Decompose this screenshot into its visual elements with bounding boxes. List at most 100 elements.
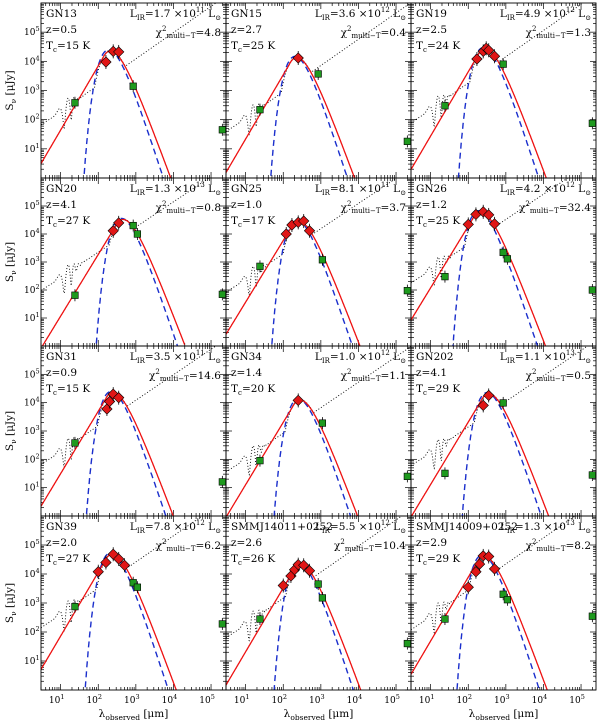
multi-t-sed-dotted [41, 516, 203, 632]
green-square-point [129, 579, 137, 587]
red-diamond-point [488, 218, 501, 230]
green-square-point [403, 287, 411, 295]
luminosity-value: =3.6 ×10 [330, 8, 381, 20]
chi-square-label: χ2multi−T=32.4 [519, 200, 591, 215]
red-diamond-point [462, 218, 474, 231]
x-tick-label: 103 [124, 693, 140, 706]
red-diamond-point [113, 553, 125, 565]
red-diamond-point [477, 206, 489, 218]
temperature-label: Tc=27 K [46, 553, 90, 567]
x-tick-label: 104 [162, 693, 178, 706]
redshift-label: z=4.1 [46, 199, 77, 211]
y-tick-label: 101 [24, 481, 40, 494]
y-tick-label: 105 [24, 25, 40, 38]
template-fit-dashed [95, 217, 179, 346]
redshift-label: z=1.4 [231, 367, 262, 379]
redshift-value: 2.7 [245, 24, 262, 36]
green-square-point [314, 580, 322, 588]
y-axis-labels: 101 102 103 104 105 Sν [μJy] 101 102 103 104 105 Sν… [4, 25, 40, 667]
red-diamond-point [107, 548, 119, 560]
red-diamond-point [488, 50, 501, 62]
luminosity-label: LIR=4.9 ×1012 L⊙ [500, 6, 591, 22]
chi-square-value: =8.2 [566, 540, 592, 552]
green-square-point [403, 639, 411, 648]
redshift-label: z=2.5 [416, 24, 447, 36]
y-tick-label: 104 [24, 567, 40, 580]
x-tick-label: 101 [49, 693, 65, 706]
source-name-label: SMMJ14009+0252 [416, 521, 518, 533]
x-axis-title: λobserved [μm] [469, 708, 539, 721]
source-name: GN39 [46, 521, 77, 533]
source-name-label: GN34 [231, 351, 262, 363]
source-name-label: GN13 [46, 8, 77, 20]
green-square-point [218, 620, 226, 628]
red-diamond-point [277, 579, 289, 592]
luminosity-value: =4.2 ×10 [515, 183, 566, 195]
luminosity-label: LIR=1.3 ×1013 L⊙ [500, 519, 591, 535]
multi-t-sed-dotted [41, 3, 217, 130]
y-tick-label: 102 [24, 452, 40, 465]
temperature-label: Tc=15 K [46, 383, 90, 397]
temperature-label: Tc=15 K [46, 40, 90, 54]
chi-square-label: χ2multi−T=6.2 [156, 538, 221, 553]
source-name: GN15 [231, 8, 262, 20]
single-t-fit-solid [411, 211, 547, 346]
temperature-label: Tc=26 K [231, 553, 275, 567]
panel-gn202: GN202 z=4.1 Tc=29 K LIR=1.1 ×1013 L⊙ χ2multi… [410, 345, 597, 517]
source-name: SMMJ14009+0252 [416, 521, 518, 533]
panel-gn39: GN39 z=2.0 Tc=27 K LIR=7.8 ×1012 L⊙ χ2multi−… [40, 515, 227, 691]
x-tick-label: 102 [86, 693, 102, 706]
chi-square-label: χ2multi−T=0.8 [156, 200, 221, 215]
temperature-value: =25 K [427, 215, 460, 227]
chi-square-label: χ2multi−T=8.2 [526, 538, 591, 553]
chi-square-label: χ2multi−T=4.8 [156, 25, 221, 40]
chi-square-label: χ2multi−T=0.5 [526, 368, 591, 383]
chi-square-label: χ2multi−T=14.6 [149, 368, 221, 383]
single-t-fit-solid [41, 218, 186, 346]
panel-gn25: GN25 z=1.0 Tc=17 K LIR=8.1 ×1011 L⊙ χ2multi−… [225, 177, 412, 347]
chi-square-value: =0.5 [566, 370, 592, 382]
red-diamond-point [280, 228, 292, 240]
redshift-value: 1.2 [430, 199, 447, 211]
luminosity-value: =1.3 ×10 [145, 183, 196, 195]
template-fit-dashed [452, 210, 539, 346]
x-tick-label: 102 [456, 693, 472, 706]
template-fit-dashed [273, 562, 355, 690]
x-tick-label: 101 [419, 693, 435, 706]
source-name-label: GN15 [231, 8, 262, 20]
x-tick-label: 104 [532, 693, 548, 706]
single-t-fit-solid [41, 553, 177, 690]
temperature-label: Tc=27 K [46, 215, 90, 229]
template-fit-dashed [457, 47, 540, 178]
source-name-label: GN20 [46, 183, 77, 195]
source-name: GN34 [231, 351, 262, 363]
red-diamond-point [101, 403, 113, 415]
source-name-label: GN202 [416, 351, 454, 363]
luminosity-label: LIR=3.5 ×1011 L⊙ [130, 349, 221, 365]
luminosity-label: LIR=1.1 ×1013 L⊙ [500, 349, 591, 365]
y-axis-title: Sν [μJy] [4, 411, 18, 451]
red-diamond-point [483, 389, 495, 402]
luminosity-value: =4.9 ×10 [515, 8, 566, 20]
panel-gn26: GN26 z=1.2 Tc=25 K LIR=4.2 ×1012 L⊙ χ2multi−… [410, 177, 597, 347]
y-tick-label: 101 [24, 142, 40, 155]
luminosity-value: =1.3 ×10 [515, 521, 566, 533]
redshift-label: z=0.9 [46, 367, 77, 379]
red-diamond-point [298, 559, 310, 571]
red-diamond-point [471, 53, 483, 65]
luminosity-label: LIR=1.3 ×1013 L⊙ [130, 181, 221, 197]
green-square-point [256, 262, 264, 270]
redshift-value: 4.1 [430, 367, 447, 379]
green-square-point [588, 119, 596, 127]
luminosity-value: =1.0 ×10 [330, 351, 381, 363]
chi-square-label: χ2multi−T=3.7 [341, 200, 406, 215]
chi-square-value: =0.4 [381, 27, 407, 39]
luminosity-value: =1.1 ×10 [515, 351, 566, 363]
x-tick-label: 105 [199, 693, 215, 706]
green-square-point [499, 590, 507, 598]
luminosity-label: LIR=3.6 ×1012 L⊙ [315, 6, 406, 22]
template-fit-dashed [85, 390, 167, 516]
red-diamond-point [113, 217, 125, 229]
redshift-value: 1.4 [245, 367, 262, 379]
chi-square-label: χ2multi−T=1.3 [526, 25, 591, 40]
